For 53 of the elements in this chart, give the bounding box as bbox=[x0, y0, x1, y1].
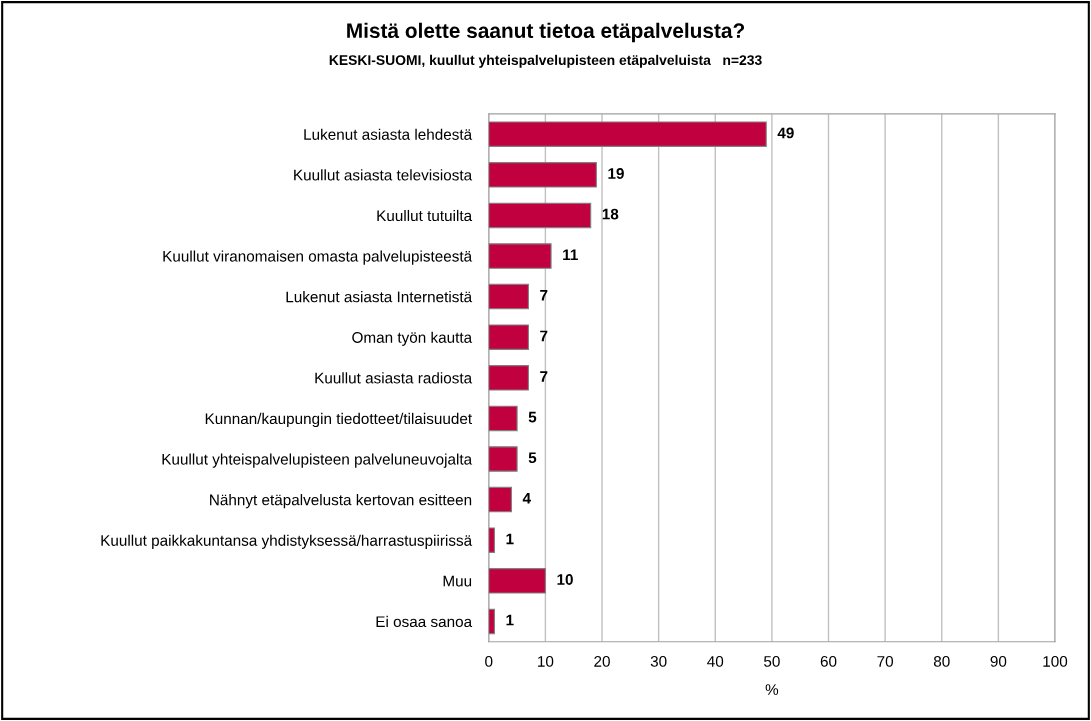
y-tick-label: Ei osaa sanoa bbox=[376, 615, 473, 628]
x-tick-label: 20 bbox=[594, 655, 610, 667]
bar bbox=[488, 486, 512, 513]
bar bbox=[488, 162, 597, 188]
bar bbox=[488, 446, 518, 472]
data-label: 7 bbox=[540, 371, 548, 382]
y-tick-label: Lukenut asiasta Internetistä bbox=[286, 291, 473, 303]
y-tick-label: Lukenut asiasta lehdestä bbox=[304, 128, 473, 140]
bar bbox=[488, 527, 495, 553]
data-label: 19 bbox=[608, 168, 624, 179]
data-label: 5 bbox=[528, 452, 537, 464]
x-tick-label: 80 bbox=[933, 655, 950, 667]
y-tick-label: Kuullut viranomaisen omasta palvelupisteestä bbox=[163, 250, 473, 265]
x-tick-label: 60 bbox=[820, 655, 837, 667]
x-tick-label: 10 bbox=[538, 655, 554, 667]
y-tick-label: Kuullut yhteispalvelupisteen palveluneuvojalta bbox=[162, 453, 473, 468]
x-tick-label: 100 bbox=[1043, 655, 1068, 667]
bar bbox=[488, 568, 546, 594]
bar bbox=[488, 243, 552, 269]
y-tick-label: Kuullut asiasta radiosta bbox=[315, 372, 473, 384]
y-tick-label: Kuullut paikkakuntansa yhdistyksessä/harrastuspiirissä bbox=[101, 534, 473, 549]
x-tick-label: 0 bbox=[485, 655, 493, 667]
x-tick-label: 30 bbox=[650, 655, 667, 667]
data-label: 49 bbox=[777, 127, 794, 139]
chart-title: Mistä olette saanut tietoa etäpalvelusta? bbox=[347, 22, 745, 43]
y-tick-label: Muu bbox=[443, 575, 472, 587]
data-label: 1 bbox=[506, 614, 514, 626]
y-tick-label: Kuullut asiasta televisiosta bbox=[294, 169, 473, 181]
x-tick-label: 90 bbox=[990, 655, 1007, 667]
bar bbox=[488, 283, 529, 310]
y-tick-label: Nähnyt etäpalvelusta kertovan esitteen bbox=[210, 494, 472, 509]
bar bbox=[488, 365, 529, 391]
bar bbox=[488, 121, 767, 147]
chart-subtitle: KESKI-SUOMI, kuullut yhteispalvelupisteen etäpalveluista n=233 bbox=[329, 54, 762, 68]
bar bbox=[488, 608, 495, 635]
data-label: 7 bbox=[540, 330, 548, 342]
y-tick-label: Kunnan/kaupungin tiedotteet/tilaisuudet bbox=[205, 412, 473, 428]
bar bbox=[488, 202, 592, 229]
x-tick-label: 70 bbox=[877, 655, 894, 667]
x-tick-label: 40 bbox=[707, 655, 724, 667]
data-label: 11 bbox=[563, 249, 578, 260]
data-label: 7 bbox=[540, 290, 548, 301]
bar bbox=[488, 324, 529, 350]
data-label: 1 bbox=[506, 533, 514, 545]
bar bbox=[488, 405, 518, 432]
x-axis-title: % bbox=[765, 684, 779, 695]
data-label: 10 bbox=[557, 574, 573, 585]
data-label: 5 bbox=[528, 411, 537, 423]
x-tick-label: 50 bbox=[764, 655, 780, 667]
y-tick-label: Kuullut tutuilta bbox=[377, 209, 473, 222]
data-label: 4 bbox=[522, 493, 531, 504]
y-tick-label: Oman työn kautta bbox=[352, 331, 473, 346]
data-label: 18 bbox=[602, 208, 619, 220]
